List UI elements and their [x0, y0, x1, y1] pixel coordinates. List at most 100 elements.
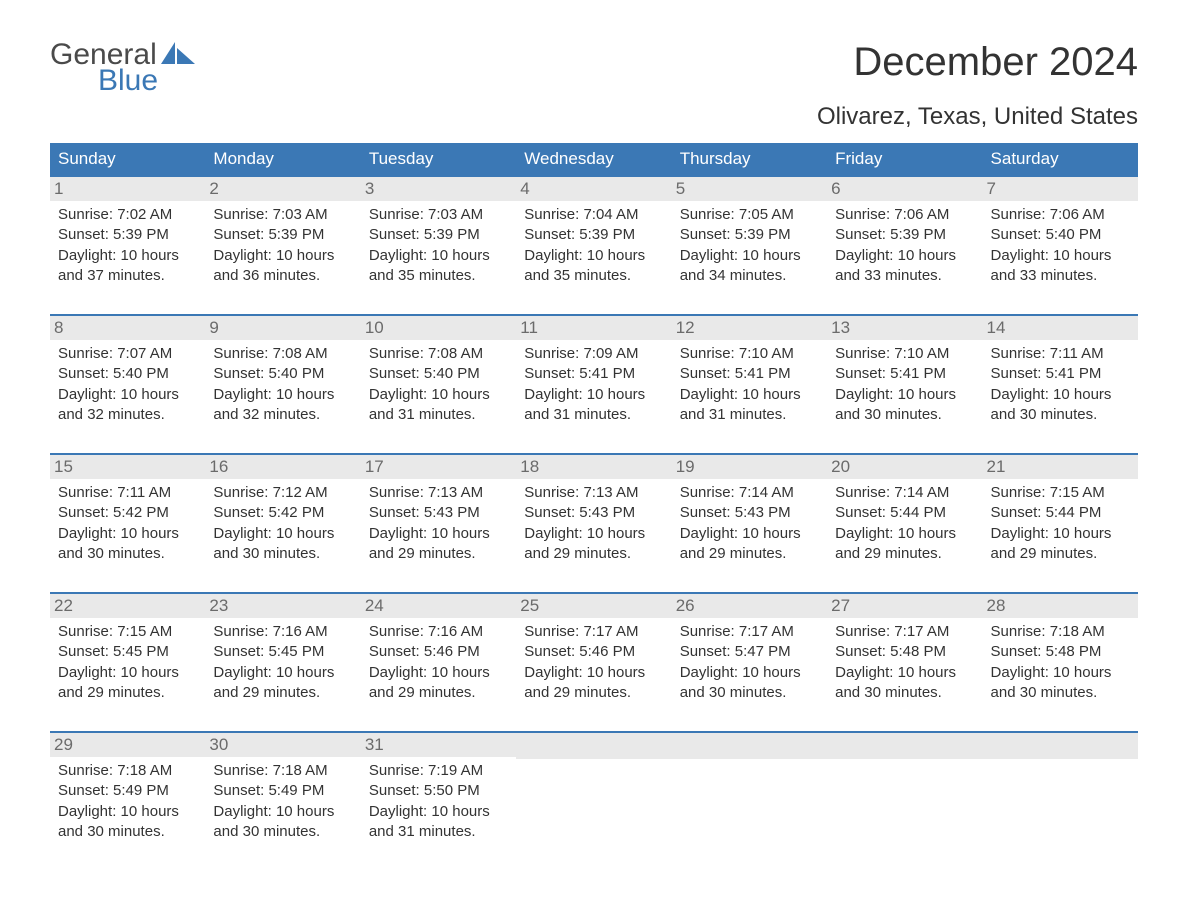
daylight-line: Daylight: 10 hours and 30 minutes.: [58, 524, 197, 565]
day-number: 30: [205, 733, 360, 757]
calendar-table: Sunday Monday Tuesday Wednesday Thursday…: [50, 143, 1138, 870]
sunrise-line: Sunrise: 7:13 AM: [369, 483, 508, 503]
sunset-line: Sunset: 5:48 PM: [991, 642, 1130, 662]
daylight-line: Daylight: 10 hours and 29 minutes.: [680, 524, 819, 565]
sunrise-line: Sunrise: 7:08 AM: [213, 344, 352, 364]
sunrise-line: Sunrise: 7:05 AM: [680, 205, 819, 225]
daylight-line: Daylight: 10 hours and 29 minutes.: [835, 524, 974, 565]
day-number: 11: [516, 316, 671, 340]
day-number-empty: [516, 733, 671, 759]
day-header: Friday: [827, 143, 982, 176]
day-number: 3: [361, 177, 516, 201]
day-number: 8: [50, 316, 205, 340]
sunrise-line: Sunrise: 7:17 AM: [680, 622, 819, 642]
sunset-line: Sunset: 5:50 PM: [369, 781, 508, 801]
daylight-line: Daylight: 10 hours and 34 minutes.: [680, 246, 819, 287]
sunset-line: Sunset: 5:39 PM: [835, 225, 974, 245]
sunrise-line: Sunrise: 7:04 AM: [524, 205, 663, 225]
day-number: 16: [205, 455, 360, 479]
daylight-line: Daylight: 10 hours and 29 minutes.: [991, 524, 1130, 565]
day-header: Tuesday: [361, 143, 516, 176]
sunrise-line: Sunrise: 7:19 AM: [369, 761, 508, 781]
calendar-day-cell: [516, 732, 671, 870]
sunrise-line: Sunrise: 7:13 AM: [524, 483, 663, 503]
calendar-day-cell: 3 Sunrise: 7:03 AMSunset: 5:39 PMDaylight…: [361, 176, 516, 315]
day-number: 1: [50, 177, 205, 201]
day-number: 19: [672, 455, 827, 479]
sunset-line: Sunset: 5:44 PM: [835, 503, 974, 523]
sunset-line: Sunset: 5:39 PM: [369, 225, 508, 245]
page-header: General Blue December 2024 Olivarez, Tex…: [50, 40, 1138, 131]
calendar-week-row: 15Sunrise: 7:11 AMSunset: 5:42 PMDayligh…: [50, 454, 1138, 593]
day-header: Sunday: [50, 143, 205, 176]
sunrise-line: Sunrise: 7:07 AM: [58, 344, 197, 364]
logo-text-2: Blue: [98, 66, 158, 96]
calendar-day-cell: 26Sunrise: 7:17 AMSunset: 5:47 PMDayligh…: [672, 593, 827, 732]
sunset-line: Sunset: 5:43 PM: [680, 503, 819, 523]
sunset-line: Sunset: 5:41 PM: [835, 364, 974, 384]
sunrise-line: Sunrise: 7:17 AM: [835, 622, 974, 642]
calendar-day-cell: 11Sunrise: 7:09 AMSunset: 5:41 PMDayligh…: [516, 315, 671, 454]
day-number: 9: [205, 316, 360, 340]
daylight-line: Daylight: 10 hours and 30 minutes.: [213, 524, 352, 565]
daylight-line: Daylight: 10 hours and 29 minutes.: [369, 663, 508, 704]
calendar-day-cell: 21Sunrise: 7:15 AMSunset: 5:44 PMDayligh…: [983, 454, 1138, 593]
day-number: 5: [672, 177, 827, 201]
day-number: 21: [983, 455, 1138, 479]
sunrise-line: Sunrise: 7:10 AM: [835, 344, 974, 364]
day-number: 29: [50, 733, 205, 757]
sunrise-line: Sunrise: 7:15 AM: [58, 622, 197, 642]
sunrise-line: Sunrise: 7:11 AM: [991, 344, 1130, 364]
calendar-day-cell: 28Sunrise: 7:18 AMSunset: 5:48 PMDayligh…: [983, 593, 1138, 732]
day-number: 31: [361, 733, 516, 757]
sunrise-line: Sunrise: 7:18 AM: [991, 622, 1130, 642]
sunset-line: Sunset: 5:40 PM: [213, 364, 352, 384]
daylight-line: Daylight: 10 hours and 35 minutes.: [369, 246, 508, 287]
calendar-day-cell: [827, 732, 982, 870]
calendar-week-row: 8Sunrise: 7:07 AMSunset: 5:40 PMDaylight…: [50, 315, 1138, 454]
daylight-line: Daylight: 10 hours and 33 minutes.: [835, 246, 974, 287]
day-number: 20: [827, 455, 982, 479]
daylight-line: Daylight: 10 hours and 31 minutes.: [680, 385, 819, 426]
calendar-day-cell: 13Sunrise: 7:10 AMSunset: 5:41 PMDayligh…: [827, 315, 982, 454]
day-number: 10: [361, 316, 516, 340]
sunrise-line: Sunrise: 7:16 AM: [213, 622, 352, 642]
sunset-line: Sunset: 5:39 PM: [680, 225, 819, 245]
sunrise-line: Sunrise: 7:06 AM: [991, 205, 1130, 225]
sunset-line: Sunset: 5:40 PM: [58, 364, 197, 384]
day-header: Thursday: [672, 143, 827, 176]
daylight-line: Daylight: 10 hours and 35 minutes.: [524, 246, 663, 287]
calendar-day-cell: 31Sunrise: 7:19 AMSunset: 5:50 PMDayligh…: [361, 732, 516, 870]
sunset-line: Sunset: 5:41 PM: [524, 364, 663, 384]
sunrise-line: Sunrise: 7:11 AM: [58, 483, 197, 503]
calendar-day-cell: 19Sunrise: 7:14 AMSunset: 5:43 PMDayligh…: [672, 454, 827, 593]
sunset-line: Sunset: 5:43 PM: [524, 503, 663, 523]
calendar-day-cell: 15Sunrise: 7:11 AMSunset: 5:42 PMDayligh…: [50, 454, 205, 593]
calendar-day-cell: 9 Sunrise: 7:08 AMSunset: 5:40 PMDaylight…: [205, 315, 360, 454]
sunset-line: Sunset: 5:41 PM: [680, 364, 819, 384]
daylight-line: Daylight: 10 hours and 30 minutes.: [835, 385, 974, 426]
calendar-week-row: 29Sunrise: 7:18 AMSunset: 5:49 PMDayligh…: [50, 732, 1138, 870]
day-number: 12: [672, 316, 827, 340]
daylight-line: Daylight: 10 hours and 37 minutes.: [58, 246, 197, 287]
day-number: 18: [516, 455, 671, 479]
daylight-line: Daylight: 10 hours and 32 minutes.: [213, 385, 352, 426]
calendar-week-row: 22Sunrise: 7:15 AMSunset: 5:45 PMDayligh…: [50, 593, 1138, 732]
sunrise-line: Sunrise: 7:03 AM: [369, 205, 508, 225]
sunset-line: Sunset: 5:40 PM: [369, 364, 508, 384]
day-number: 4: [516, 177, 671, 201]
daylight-line: Daylight: 10 hours and 30 minutes.: [213, 802, 352, 843]
calendar-day-cell: 10Sunrise: 7:08 AMSunset: 5:40 PMDayligh…: [361, 315, 516, 454]
day-header: Saturday: [983, 143, 1138, 176]
daylight-line: Daylight: 10 hours and 32 minutes.: [58, 385, 197, 426]
calendar-day-cell: 23Sunrise: 7:16 AMSunset: 5:45 PMDayligh…: [205, 593, 360, 732]
calendar-week-row: 1Sunrise: 7:02 AMSunset: 5:39 PMDaylight…: [50, 176, 1138, 315]
calendar-day-cell: 5 Sunrise: 7:05 AMSunset: 5:39 PMDaylight…: [672, 176, 827, 315]
daylight-line: Daylight: 10 hours and 30 minutes.: [991, 385, 1130, 426]
day-number: 14: [983, 316, 1138, 340]
day-number: 17: [361, 455, 516, 479]
day-number: 28: [983, 594, 1138, 618]
day-header: Monday: [205, 143, 360, 176]
sunrise-line: Sunrise: 7:06 AM: [835, 205, 974, 225]
sunset-line: Sunset: 5:42 PM: [58, 503, 197, 523]
